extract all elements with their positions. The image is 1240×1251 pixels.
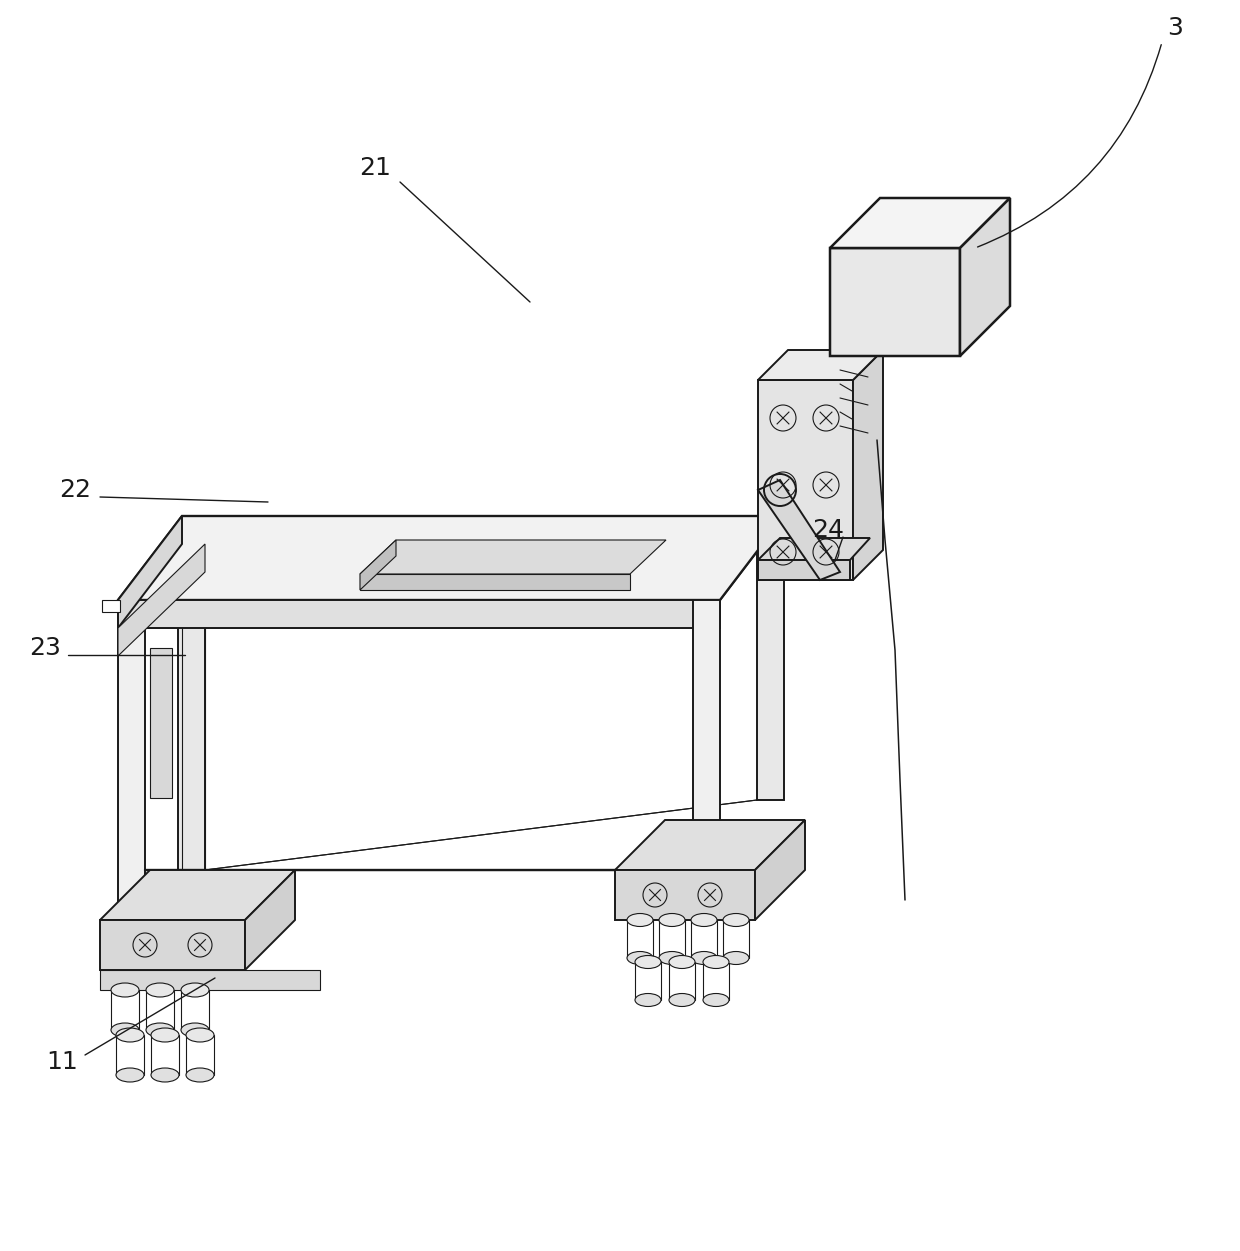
Ellipse shape [635,956,661,968]
Polygon shape [118,600,720,628]
Polygon shape [755,819,805,919]
Polygon shape [853,350,883,580]
Ellipse shape [151,1068,179,1082]
Ellipse shape [691,913,717,927]
Text: 3: 3 [1167,16,1183,40]
FancyArrowPatch shape [977,45,1161,246]
Polygon shape [145,544,756,628]
Ellipse shape [635,993,661,1007]
Ellipse shape [186,1028,215,1042]
Ellipse shape [723,913,749,927]
Ellipse shape [627,913,653,927]
Text: 22: 22 [60,478,91,502]
Polygon shape [100,869,295,919]
Ellipse shape [723,952,749,965]
Polygon shape [360,540,666,574]
Ellipse shape [703,956,729,968]
Ellipse shape [117,1068,144,1082]
Ellipse shape [181,1023,210,1037]
Polygon shape [118,544,205,656]
Polygon shape [758,560,849,580]
Polygon shape [758,480,839,580]
Polygon shape [360,574,630,590]
Polygon shape [615,819,805,869]
Polygon shape [118,515,784,600]
Polygon shape [615,869,755,919]
Polygon shape [118,628,145,919]
Polygon shape [360,540,396,590]
Polygon shape [830,248,960,357]
Polygon shape [100,970,320,990]
Polygon shape [758,380,853,580]
Ellipse shape [146,1023,174,1037]
Ellipse shape [691,952,717,965]
Polygon shape [150,648,172,798]
Ellipse shape [146,983,174,997]
Polygon shape [756,515,784,799]
Ellipse shape [186,1068,215,1082]
Text: 21: 21 [360,156,391,180]
Polygon shape [102,600,120,612]
Ellipse shape [670,993,694,1007]
Polygon shape [960,198,1011,357]
Polygon shape [830,198,1011,248]
Text: 23: 23 [29,636,61,661]
Ellipse shape [670,956,694,968]
Ellipse shape [703,993,729,1007]
Ellipse shape [658,952,684,965]
Ellipse shape [627,952,653,965]
Polygon shape [118,515,182,628]
Ellipse shape [151,1028,179,1042]
Polygon shape [758,538,870,560]
Polygon shape [246,869,295,970]
Polygon shape [758,350,883,380]
Polygon shape [179,544,205,869]
Ellipse shape [117,1028,144,1042]
Text: 24: 24 [812,518,844,542]
Polygon shape [693,600,720,869]
Ellipse shape [112,983,139,997]
Polygon shape [100,919,246,970]
Ellipse shape [658,913,684,927]
Ellipse shape [112,1023,139,1037]
Text: 11: 11 [46,1050,78,1075]
Ellipse shape [181,983,210,997]
